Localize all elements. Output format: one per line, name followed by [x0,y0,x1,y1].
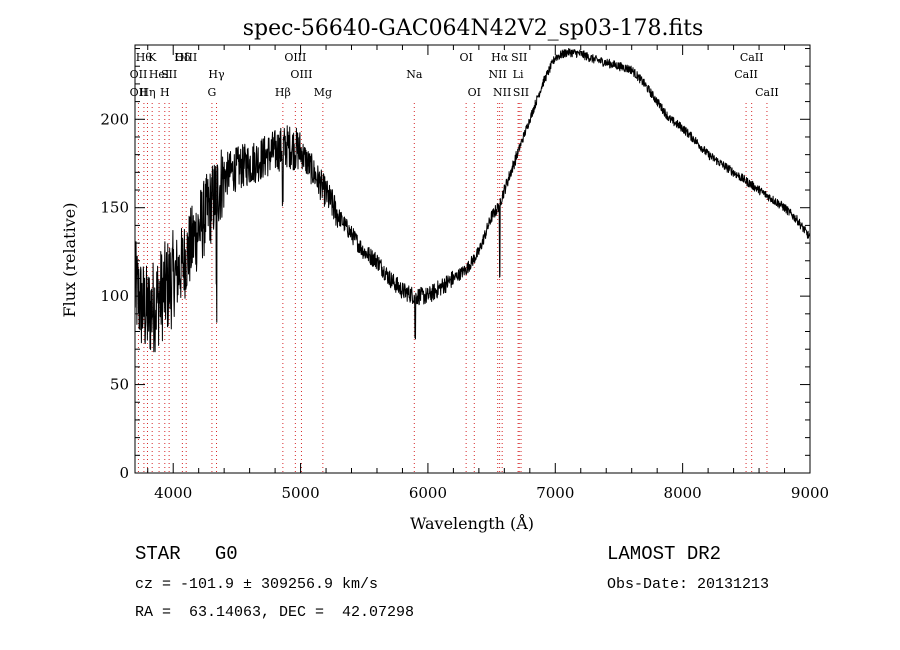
line-marker-label: CaII [755,86,779,99]
line-marker-label: OIII [284,51,306,64]
line-marker-label: SII [161,68,177,81]
line-marker-label: OI [468,86,481,99]
line-marker-label: SII [513,86,529,99]
chart-title: spec-56640-GAC064N42V2_sp03-178.fits [243,16,704,41]
plot-frame [134,44,811,474]
x-tick-label: 4000 [154,484,192,502]
classification-text: STAR G0 [135,543,238,565]
line-marker-label: OIII [175,51,197,64]
line-marker-label: Mg [314,86,332,99]
y-axis: 0 50 100 150 200 [100,48,810,482]
spectrum-line [134,48,811,353]
line-marker-label: G [208,86,217,99]
line-marker-label: SII [511,51,527,64]
y-tick-label: 150 [100,199,129,217]
line-marker-label: CaII [734,68,758,81]
y-tick-label: 200 [100,110,129,128]
line-marker-label: OII [130,68,148,81]
line-marker-label: Hδ [174,51,191,64]
line-marker-label: NII [493,86,511,99]
x-tick-label: 9000 [791,484,829,502]
line-marker-label: Hγ [208,68,225,81]
line-marker-label: CaII [740,51,764,64]
redshift-text: cz = -101.9 ± 309256.9 km/s [135,576,379,593]
line-marker-label: Na [406,68,423,81]
y-tick-label: 50 [110,376,129,394]
line-marker-label: Hη [139,86,155,99]
line-marker-label: NII [489,68,507,81]
line-marker-label: OII [130,86,148,99]
x-tick-label: 8000 [664,484,702,502]
y-axis-label: Flux (relative) [60,203,79,318]
line-marker-label: OI [459,51,472,64]
line-marker-label: Hβ [275,86,291,99]
line-marker-label: Hθ [136,51,153,64]
x-axis: 4000 5000 6000 7000 8000 9000 [147,45,829,502]
x-tick-label: 6000 [409,484,447,502]
line-marker-label: OIII [290,68,312,81]
survey-text: LAMOST DR2 [607,543,722,565]
x-tick-label: 7000 [536,484,574,502]
line-marker-label: Hα [491,51,509,64]
line-marker-label: Li [513,68,524,81]
line-marker-label: HeI [149,68,169,81]
x-tick-label: 5000 [281,484,319,502]
y-tick-label: 0 [119,464,129,482]
obs-date-text: Obs-Date: 20131213 [607,576,770,593]
line-marker-label: K [148,51,157,64]
x-axis-label: Wavelength (Å) [410,513,534,533]
y-tick-label: 100 [100,287,129,305]
coordinates-text: RA = 63.14063, DEC = 42.07298 [135,604,415,621]
line-marker-label: H [160,86,170,99]
